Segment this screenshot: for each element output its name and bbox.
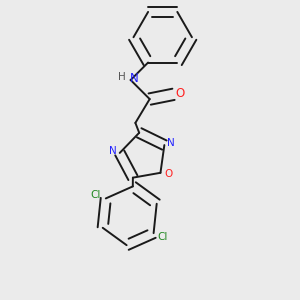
Text: H: H: [118, 73, 126, 82]
Text: N: N: [109, 146, 117, 156]
Text: Cl: Cl: [91, 190, 101, 200]
Text: N: N: [129, 72, 138, 85]
Text: O: O: [164, 169, 172, 179]
Text: O: O: [176, 87, 185, 100]
Text: N: N: [167, 139, 175, 148]
Text: Cl: Cl: [157, 232, 168, 242]
